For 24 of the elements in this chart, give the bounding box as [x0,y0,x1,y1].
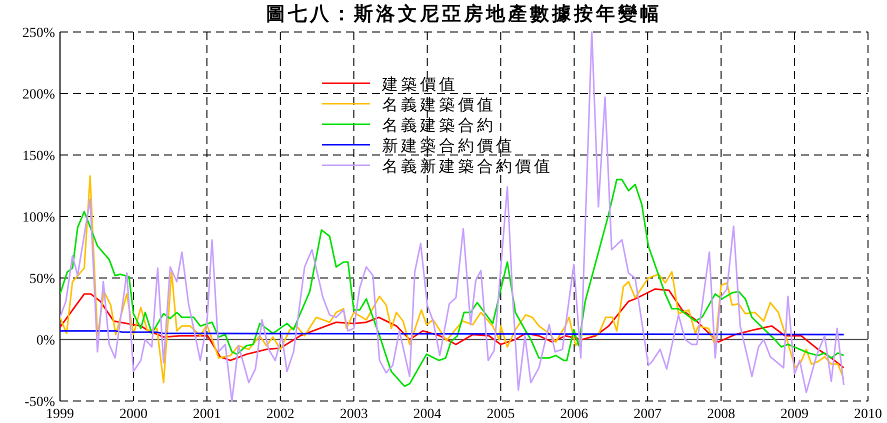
chart-title: 圖七八：斯洛文尼亞房地產數據按年變幅 [266,3,662,25]
x-tick-label: 2008 [707,407,736,422]
x-tick-label: 2010 [854,407,882,422]
legend-label: 新建築合約價值 [382,136,515,155]
x-tick-label: 2003 [340,407,368,422]
y-tick-label: 150% [22,149,56,164]
legend-label: 名義新建築合約價值 [382,157,553,176]
y-tick-label: 0% [36,334,56,348]
y-tick-label: -50% [24,395,56,410]
legend-label: 建築價值 [381,75,458,94]
y-tick-label: 200% [22,88,56,102]
y-tick-label: 100% [22,210,56,226]
x-tick-label: 2005 [486,407,515,422]
x-tick-label: 2004 [413,407,442,422]
x-tick-label: 2002 [266,407,294,422]
legend-label: 名義建築價值 [382,96,496,114]
x-tick-label: 2009 [780,407,809,422]
x-tick-label: 2000 [119,407,148,422]
x-tick-label: 2007 [634,407,662,422]
x-tick-label: 2006 [560,407,588,422]
x-tick-label: 2001 [192,407,221,422]
x-tick-label: 1999 [46,407,74,422]
y-tick-label: 250% [22,26,56,41]
y-tick-label: 50% [29,272,56,287]
